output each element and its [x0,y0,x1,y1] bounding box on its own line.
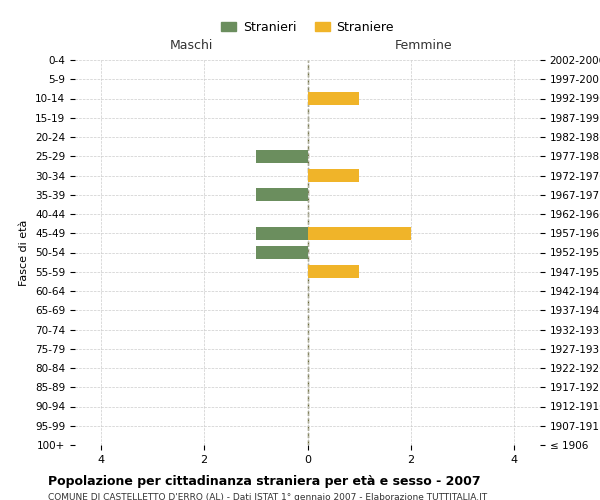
Bar [256,227,308,239]
Y-axis label: Fasce di età: Fasce di età [19,220,29,286]
Bar [308,169,359,182]
Bar [308,227,411,239]
Text: COMUNE DI CASTELLETTO D'ERRO (AL) - Dati ISTAT 1° gennaio 2007 - Elaborazione TU: COMUNE DI CASTELLETTO D'ERRO (AL) - Dati… [48,492,487,500]
Text: Femmine: Femmine [395,40,452,52]
Legend: Stranieri, Straniere: Stranieri, Straniere [217,16,398,39]
Text: Popolazione per cittadinanza straniera per età e sesso - 2007: Popolazione per cittadinanza straniera p… [48,475,481,488]
Bar [256,246,308,259]
Bar [256,188,308,201]
Bar [256,150,308,162]
Bar [308,92,359,105]
Text: Maschi: Maschi [170,40,213,52]
Bar [308,266,359,278]
